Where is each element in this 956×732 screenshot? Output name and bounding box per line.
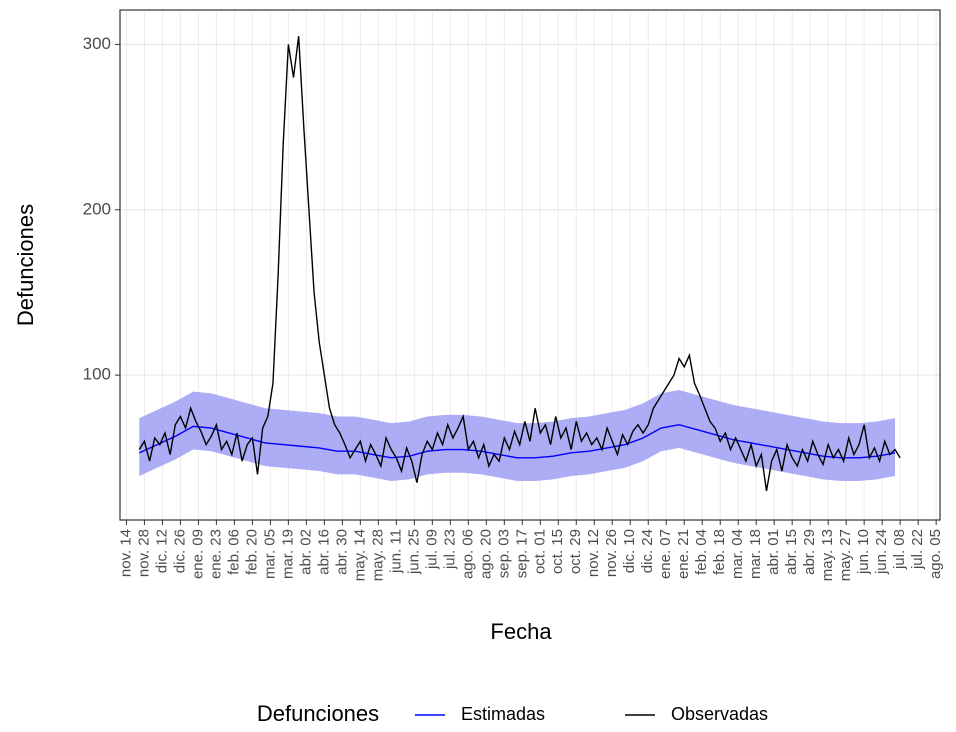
x-tick-label: dic. 12: [153, 529, 170, 573]
x-tick-label: jun. 11: [387, 529, 404, 574]
panel-border: [119, 9, 941, 521]
x-tick-label: nov. 12: [585, 529, 602, 577]
x-tick-label: jun. 10: [855, 529, 872, 575]
y-axis-title: Defunciones: [13, 204, 38, 326]
legend-label: Estimadas: [461, 704, 545, 724]
x-tick-label: may. 27: [837, 529, 854, 581]
legend-title: Defunciones: [257, 701, 379, 726]
x-tick-label: sep. 17: [513, 529, 530, 578]
x-tick-label: jul. 09: [423, 529, 440, 570]
x-tick-label: ago. 06: [459, 529, 476, 579]
x-tick-label: abr. 30: [333, 529, 350, 575]
x-tick-label: abr. 02: [297, 529, 314, 575]
x-tick-label: oct. 01: [531, 529, 548, 574]
x-tick-label: dic. 26: [171, 529, 188, 573]
x-tick-label: mar. 04: [729, 529, 746, 579]
x-tick-label: dic. 10: [621, 529, 638, 573]
x-tick-label: may. 14: [351, 529, 368, 581]
x-tick-label: abr. 01: [765, 529, 782, 575]
x-tick-label: nov. 26: [603, 529, 620, 577]
x-tick-label: jul. 08: [891, 529, 908, 570]
x-tick-label: ene. 09: [189, 529, 206, 579]
x-tick-label: jun. 25: [405, 529, 422, 575]
x-tick-label: feb. 20: [243, 529, 260, 575]
x-tick-label: abr. 15: [783, 529, 800, 575]
x-tick-label: ene. 23: [207, 529, 224, 579]
x-tick-label: oct. 15: [549, 529, 566, 574]
x-tick-label: mar. 05: [261, 529, 278, 579]
x-tick-label: may. 28: [369, 529, 386, 581]
x-tick-label: ago. 05: [927, 529, 944, 579]
legend: Defunciones Estimadas Observadas: [257, 701, 768, 726]
x-tick-label: nov. 28: [135, 529, 152, 577]
series-line: [138, 36, 901, 492]
x-tick-label: feb. 04: [693, 529, 710, 575]
x-tick-label: mar. 19: [279, 529, 296, 579]
legend-label: Observadas: [671, 704, 768, 724]
plot-area: [138, 36, 901, 492]
x-tick-label: feb. 06: [225, 529, 242, 575]
x-tick-label: feb. 18: [711, 529, 728, 575]
x-tick-label: jul. 23: [441, 529, 458, 570]
x-tick-label: ene. 07: [657, 529, 674, 579]
x-tick-label: ene. 21: [675, 529, 692, 579]
x-tick-label: abr. 29: [801, 529, 818, 575]
x-tick-label: abr. 16: [315, 529, 332, 575]
x-tick-label: may. 13: [819, 529, 836, 581]
y-tick-label: 200: [83, 199, 111, 218]
series-line: [138, 424, 896, 459]
y-tick-label: 300: [83, 34, 111, 53]
x-tick-label: jul. 22: [909, 529, 926, 570]
x-tick-label: ago. 20: [477, 529, 494, 579]
x-axis-title: Fecha: [490, 619, 552, 644]
x-tick-label: dic. 24: [639, 529, 656, 573]
x-tick-label: oct. 29: [567, 529, 584, 574]
x-tick-label: jun. 24: [873, 529, 890, 575]
x-tick-label: mar. 18: [747, 529, 764, 579]
y-tick-label: 100: [83, 365, 111, 384]
x-tick-label: nov. 14: [117, 529, 134, 577]
x-tick-label: sep. 03: [495, 529, 512, 578]
